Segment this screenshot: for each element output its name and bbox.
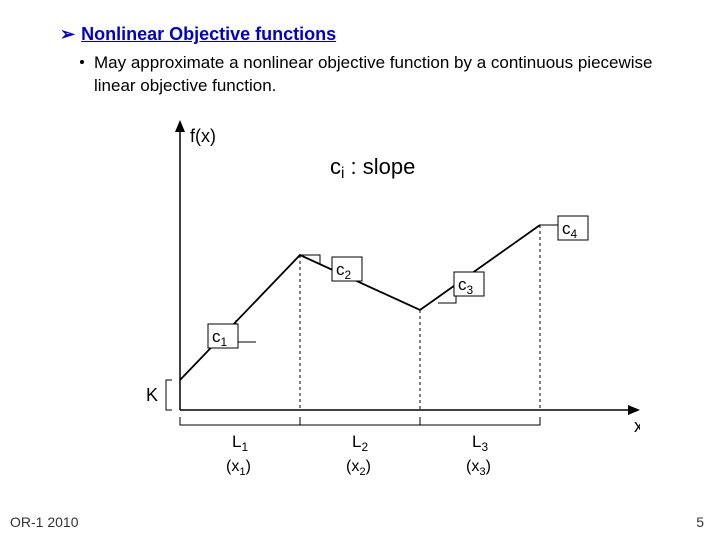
piecewise-diagram-svg: f(x)xci : slopec1c2c3c4KL1(x1)L2(x2)L3(x… — [100, 120, 640, 490]
svg-text:(x1): (x1) — [226, 458, 251, 478]
dot-bullet-icon — [80, 60, 84, 64]
footer-left: OR-1 2010 — [10, 514, 78, 530]
svg-text:(x2): (x2) — [346, 458, 371, 478]
svg-text:L2: L2 — [352, 432, 368, 454]
page-number: 5 — [696, 514, 704, 530]
svg-text:L1: L1 — [232, 432, 248, 454]
heading-text: Nonlinear Objective functions — [81, 24, 336, 44]
diagram-wrap: f(x)xci : slopec1c2c3c4KL1(x1)L2(x2)L3(x… — [100, 120, 640, 480]
svg-text:(x3): (x3) — [466, 458, 491, 478]
sub-text: May approximate a nonlinear objective fu… — [94, 53, 653, 95]
svg-text:x: x — [634, 416, 640, 436]
svg-text:K: K — [146, 385, 158, 405]
arrow-bullet-icon: ➢ — [60, 24, 75, 45]
svg-text:f(x): f(x) — [190, 126, 216, 146]
heading-nonlinear: ➢ Nonlinear Objective functions — [60, 24, 336, 45]
svg-text:ci : slope: ci : slope — [330, 154, 415, 182]
sub-bullet: May approximate a nonlinear objective fu… — [94, 52, 660, 98]
svg-text:L3: L3 — [472, 432, 488, 454]
